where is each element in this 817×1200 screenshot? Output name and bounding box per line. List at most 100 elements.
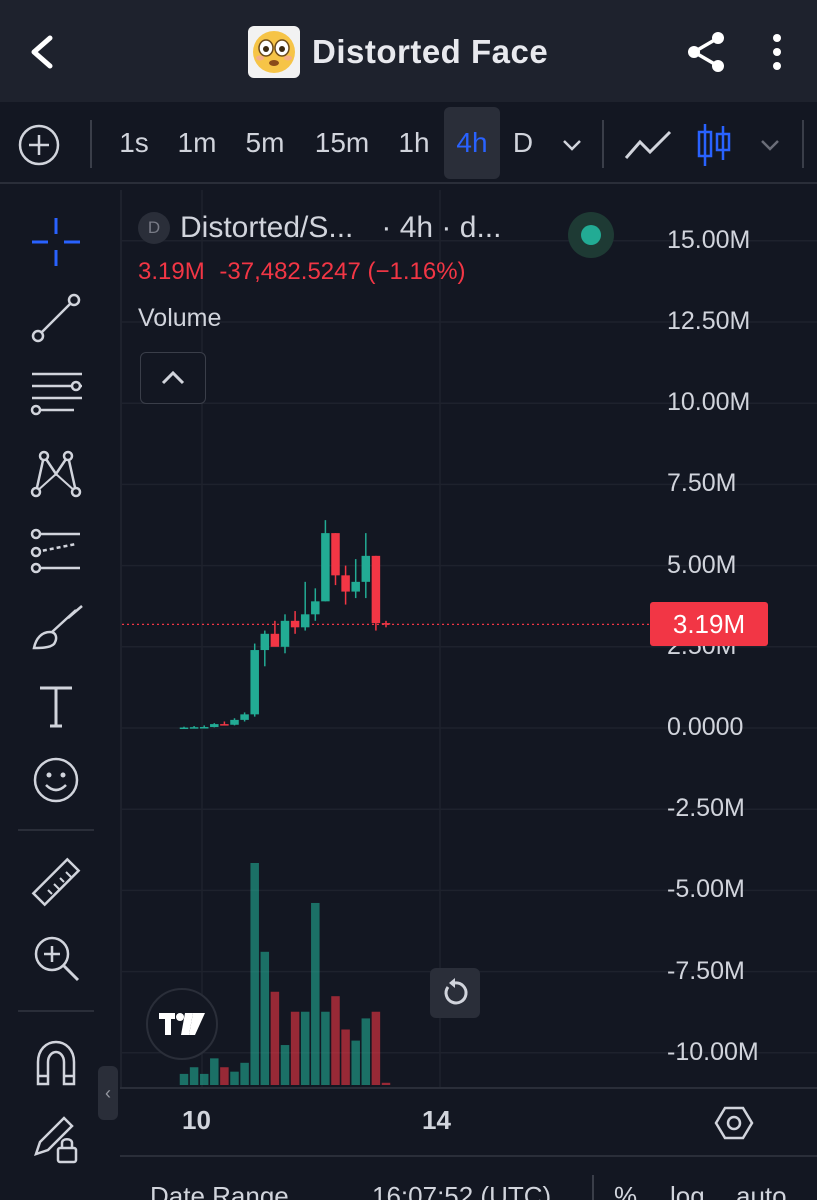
price-axis-label: 15.00M [667, 225, 751, 254]
text-tool[interactable] [24, 674, 88, 738]
toolbar-divider [90, 120, 92, 168]
candle-body [199, 727, 209, 729]
share-icon [688, 32, 724, 72]
candle-body [220, 724, 229, 726]
auto-scale-toggle[interactable]: auto [736, 1181, 787, 1200]
share-button[interactable] [684, 28, 730, 76]
symbol-badge: D [138, 212, 170, 244]
log-scale-toggle[interactable]: log [670, 1181, 705, 1200]
candlestick-icon [697, 124, 731, 166]
price-axis-label: 0.0000 [667, 713, 744, 741]
candles-chart-type-button[interactable] [692, 120, 738, 170]
chevron-up-icon [161, 370, 185, 385]
candle-body [300, 614, 310, 628]
interval-1h[interactable]: 1h [398, 127, 430, 158]
volume-bar [331, 996, 340, 1085]
tools-divider [18, 829, 94, 831]
fib-retracement-tool[interactable] [24, 360, 88, 424]
market-status-indicator[interactable] [568, 212, 614, 258]
reset-chart-button[interactable] [430, 968, 480, 1018]
chart-toolbar: 1s 1m 5m 15m 1h 4h D [0, 102, 817, 184]
interval-d[interactable]: D [512, 127, 534, 158]
tradingview-logo-icon [159, 1013, 205, 1035]
interval-dropdown[interactable] [556, 120, 588, 170]
brush-icon [32, 605, 83, 650]
trend-line-icon [31, 293, 81, 343]
interval-4h[interactable]: 4h [444, 107, 500, 179]
price-chart[interactable] [122, 190, 817, 1087]
volume-bar [351, 1040, 360, 1085]
candle-body [179, 727, 189, 730]
volume-bar [199, 1073, 209, 1085]
interval-5m[interactable]: 5m [245, 127, 285, 158]
back-button[interactable] [20, 26, 68, 78]
volume-bar [189, 1067, 199, 1085]
chart-settings-button[interactable] [714, 1103, 754, 1143]
toolbar-divider [602, 120, 604, 168]
chart-pane[interactable]: D Distorted/S... · 4h · d... 3.19M -37,4… [120, 190, 817, 1087]
zoom-in-icon [34, 936, 80, 982]
price-axis-label: -2.50M [667, 794, 745, 823]
candle-body [210, 724, 219, 728]
line-chart-type-button[interactable] [622, 120, 674, 170]
candle-body [250, 650, 259, 715]
forecast-tool[interactable] [24, 518, 88, 582]
zoom-tool[interactable] [24, 926, 88, 990]
candle-body [189, 727, 199, 729]
add-symbol-button[interactable] [16, 122, 62, 168]
volume-bar [230, 1071, 239, 1085]
volume-indicator-label[interactable]: Volume [138, 304, 222, 332]
more-options-button[interactable] [760, 28, 794, 76]
interval-15m[interactable]: 15m [314, 127, 370, 158]
emoji-tool[interactable] [24, 748, 88, 812]
price-axis-label: 10.00M [667, 388, 751, 417]
app-header: Distorted Face [0, 0, 817, 102]
candle-body [331, 533, 340, 576]
candle-body [260, 633, 270, 651]
interval-1s[interactable]: 1s [119, 127, 149, 158]
candle-body [381, 623, 391, 625]
more-vertical-icon [773, 34, 781, 70]
symbol-details: · 4h · d... [381, 211, 502, 244]
pattern-tool[interactable] [24, 440, 88, 504]
chevron-down-icon [761, 140, 779, 151]
ruler-tool[interactable] [24, 850, 88, 914]
trend-line-tool[interactable] [24, 286, 88, 350]
volume-bar [300, 1011, 310, 1085]
last-value: 3.19M [138, 258, 205, 285]
chevron-down-icon [563, 140, 581, 151]
price-axis-label: -10.00M [667, 1037, 759, 1066]
volume-bar [371, 1011, 381, 1085]
symbol-row[interactable]: D Distorted/S... · 4h · d... [138, 206, 638, 250]
price-axis-label: -5.00M [667, 875, 745, 904]
reset-icon [444, 978, 468, 1005]
percent-scale-toggle[interactable]: % [614, 1181, 638, 1200]
tradingview-logo[interactable] [146, 988, 218, 1060]
utc-clock[interactable]: 16:07:52 (UTC) [372, 1181, 552, 1200]
chart-type-dropdown[interactable] [754, 120, 786, 170]
volume-bar [321, 1011, 330, 1085]
time-label: 10 [182, 1105, 211, 1135]
lock-drawings-tool[interactable] [24, 1106, 88, 1170]
date-range-button[interactable]: Date Range ⌄ [150, 1181, 315, 1200]
text-icon [40, 686, 72, 728]
magnet-icon [36, 1040, 76, 1086]
candle-body [311, 601, 320, 615]
interval-1m[interactable]: 1m [177, 127, 217, 158]
pattern-icon [30, 450, 82, 498]
ohlc-row: 3.19M -37,482.5247 (−1.16%) [138, 258, 638, 286]
collapse-toolbar-handle[interactable]: ‹ [98, 1066, 118, 1120]
volume-bar [250, 863, 259, 1085]
brush-tool[interactable] [24, 596, 88, 660]
bottom-bar: Date Range ⌄ 16:07:52 (UTC) % log auto [120, 1155, 817, 1200]
time-axis[interactable]: 10 14 [120, 1087, 817, 1153]
price-axis-label: 12.50M [667, 307, 751, 335]
horizontal-lines-icon [30, 372, 82, 416]
volume-bar [220, 1067, 229, 1085]
crosshair-tool[interactable] [24, 210, 88, 274]
ruler-icon [31, 857, 81, 907]
collapse-legend-button[interactable] [140, 352, 206, 404]
chart-legend: D Distorted/S... · 4h · d... 3.19M -37,4… [138, 206, 638, 333]
magnet-tool[interactable] [24, 1030, 88, 1094]
candle-body [321, 533, 330, 602]
